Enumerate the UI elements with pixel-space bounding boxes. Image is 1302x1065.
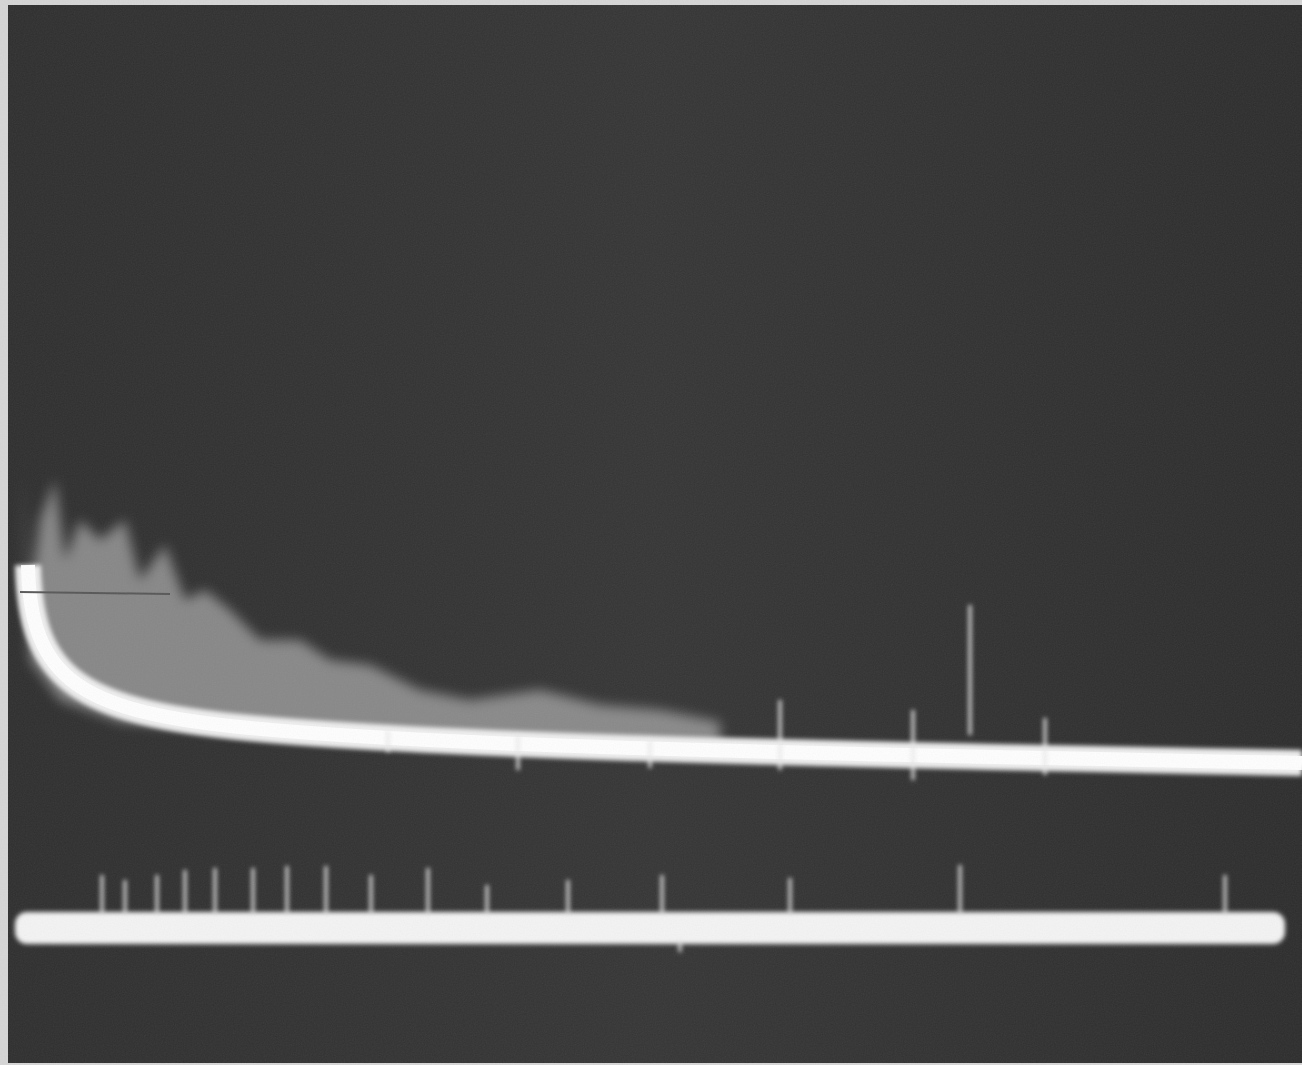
film-grain <box>8 5 1302 1063</box>
page: (() => { const data = JSON.parse(documen… <box>0 0 1302 1065</box>
oscilloscope-photo <box>0 0 1302 1065</box>
